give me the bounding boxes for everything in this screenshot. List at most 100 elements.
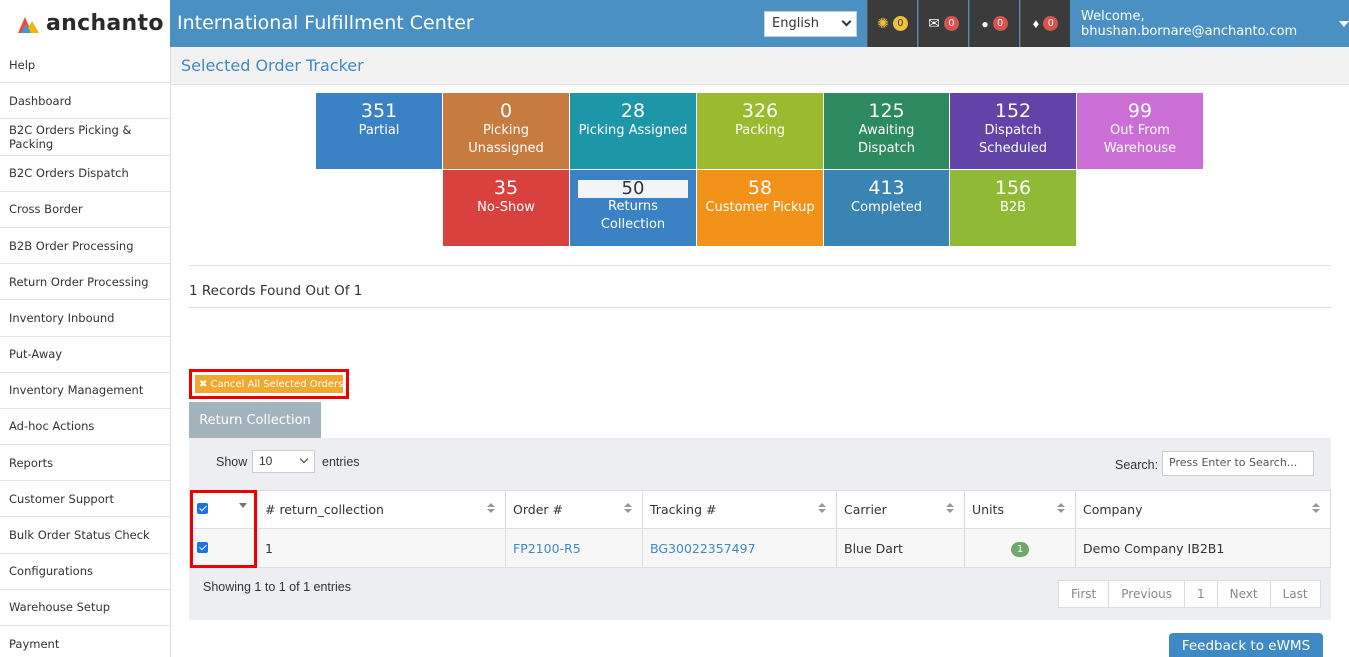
pager-first[interactable]: First [1059, 581, 1110, 607]
sidebar-item-customer-support[interactable]: Customer Support [0, 481, 170, 518]
tile-packing[interactable]: 326 Packing [697, 93, 823, 169]
pager-next[interactable]: Next [1218, 581, 1271, 607]
users-badge: 0 [992, 16, 1008, 31]
divider [189, 265, 1331, 266]
tile-count: 326 [741, 100, 779, 122]
column-label: Units [972, 502, 1004, 517]
pager-page-1[interactable]: 1 [1185, 581, 1218, 607]
chevron-down-icon [299, 454, 309, 464]
cancel-all-selected-orders-button[interactable]: ✖ Cancel All Selected Orders [195, 375, 343, 393]
sidebar-item-b2b-order-processing[interactable]: B2B Order Processing [0, 228, 170, 265]
tile-dispatch-scheduled[interactable]: 152 Dispatch Scheduled [950, 93, 1076, 169]
sidebar-item-warehouse-setup[interactable]: Warehouse Setup [0, 590, 170, 626]
sidebar-item-b2c-picking-packing[interactable]: B2C Orders Picking & Packing [0, 119, 170, 156]
page-size-value: 10 [259, 454, 273, 468]
tile-returns-collection[interactable]: 50 Returns Collection [570, 170, 696, 246]
page-size-select[interactable]: 10 [252, 450, 315, 473]
sidebar-item-inventory-management[interactable]: Inventory Management [0, 373, 170, 409]
users-button[interactable]: ● 0 [969, 0, 1019, 47]
messages-button[interactable]: ✉ 0 [918, 0, 968, 47]
pager-last[interactable]: Last [1282, 587, 1308, 601]
caret-down-icon [1339, 20, 1349, 27]
order-link[interactable]: FP2100-R5 [513, 540, 581, 556]
tile-out-from-warehouse[interactable]: 99 Out From Warehouse [1077, 93, 1203, 169]
sidebar-item-inventory-inbound[interactable]: Inventory Inbound [0, 300, 170, 337]
tile-awaiting-dispatch[interactable]: 125 Awaiting Dispatch [824, 93, 949, 169]
logo-text: anchanto [46, 11, 164, 36]
tile-label: Customer Pickup [705, 200, 815, 215]
search-input[interactable]: Press Enter to Search... [1162, 451, 1314, 476]
notifications-button[interactable]: ♦ 0 [1020, 0, 1070, 47]
sidebar-item-put-away[interactable]: Put-Away [0, 337, 170, 373]
tile-b2b[interactable]: 156 B2B [950, 170, 1076, 246]
column-units[interactable]: Units [964, 490, 1076, 529]
tile-picking-assigned[interactable]: 28 Picking Assigned [570, 93, 696, 169]
user-icon: ● [981, 16, 989, 31]
divider [189, 307, 1331, 308]
feedback-button[interactable]: Feedback to eWMS [1169, 633, 1323, 657]
language-select[interactable]: English [764, 11, 857, 37]
sidebar-item-cross-border[interactable]: Cross Border [0, 192, 170, 228]
tab-return-collection[interactable]: Return Collection [189, 402, 321, 438]
tile-count: 125 [868, 100, 905, 122]
column-return-collection[interactable]: # return_collection [257, 490, 506, 529]
sidebar-item-reports[interactable]: Reports [0, 445, 170, 482]
tracking-link[interactable]: BG30022357497 [650, 540, 756, 556]
column-label: Company [1083, 502, 1143, 517]
table-panel: Show 10 entries Search: Press Enter to S… [189, 438, 1331, 620]
tile-count: 152 [994, 100, 1032, 122]
tile-partial[interactable]: 351 Partial [316, 93, 442, 169]
tile-count: 58 [747, 177, 773, 199]
show-label: Show [216, 455, 248, 469]
tile-customer-pickup[interactable]: 58 Customer Pickup [697, 170, 823, 246]
row-checkbox[interactable] [197, 541, 208, 553]
column-tracking[interactable]: Tracking # [642, 490, 837, 529]
column-label: Carrier [844, 502, 887, 517]
column-company[interactable]: Company [1075, 490, 1331, 529]
sidebar-item-b2c-dispatch[interactable]: B2C Orders Dispatch [0, 156, 170, 192]
tile-label: Packing [734, 123, 785, 138]
page-title-bar: Selected Order Tracker [171, 47, 1349, 85]
sort-icon[interactable] [239, 503, 247, 508]
sort-icon [946, 503, 954, 515]
select-all-checkbox[interactable] [197, 503, 208, 514]
chevron-down-icon [841, 16, 852, 27]
column-carrier[interactable]: Carrier [836, 490, 965, 529]
entries-label: entries [322, 455, 360, 469]
tile-picking-unassigned[interactable]: 0 Picking Unassigned [443, 93, 569, 169]
sort-icon [818, 503, 826, 515]
tile-count: 156 [994, 177, 1032, 199]
cancel-highlight: ✖ Cancel All Selected Orders [189, 369, 349, 399]
cell-order: FP2100-R5 [505, 528, 643, 568]
language-value: English [772, 16, 819, 31]
sidebar-item-dashboard[interactable]: Dashboard [0, 83, 170, 120]
pager-previous[interactable]: Previous [1109, 581, 1185, 607]
tile-label: Picking Assigned [578, 123, 688, 138]
sidebar-item-configurations[interactable]: Configurations [0, 554, 170, 590]
records-summary: 1 Records Found Out Of 1 [189, 283, 363, 299]
bell-icon: ♦ [1032, 16, 1040, 31]
user-menu[interactable]: Welcome, bhushan.bornare@anchanto.com [1072, 0, 1349, 47]
tile-label: Returns Collection [600, 199, 666, 232]
activity-button[interactable]: ✺ 0 [867, 0, 917, 47]
sidebar-item-return-order-processing[interactable]: Return Order Processing [0, 264, 170, 301]
tile-count: 35 [493, 177, 519, 199]
sidebar-item-bulk-order-status-check[interactable]: Bulk Order Status Check [0, 517, 170, 554]
sidebar-item-payment[interactable]: Payment [0, 626, 170, 657]
sidebar-item-help[interactable]: Help [0, 47, 170, 84]
select-all-header[interactable] [189, 490, 258, 529]
tile-completed[interactable]: 413 Completed [824, 170, 949, 246]
sort-icon [1057, 503, 1065, 515]
tile-label: No-Show [477, 200, 535, 215]
sidebar: Help Dashboard B2C Orders Picking & Pack… [0, 47, 171, 657]
welcome-text: Welcome, bhushan.bornare@anchanto.com [1081, 8, 1298, 39]
sidebar-item-ad-hoc-actions[interactable]: Ad-hoc Actions [0, 409, 170, 446]
logo[interactable]: anchanto [0, 0, 170, 47]
column-order[interactable]: Order # [505, 490, 643, 529]
tile-count: 0 [499, 100, 513, 122]
notifications-badge: 0 [1043, 16, 1059, 31]
tile-no-show[interactable]: 35 No-Show [443, 170, 569, 246]
anchanto-logo-icon [18, 15, 40, 33]
messages-badge: 0 [943, 16, 959, 31]
tile-label: Picking Unassigned [468, 123, 544, 156]
